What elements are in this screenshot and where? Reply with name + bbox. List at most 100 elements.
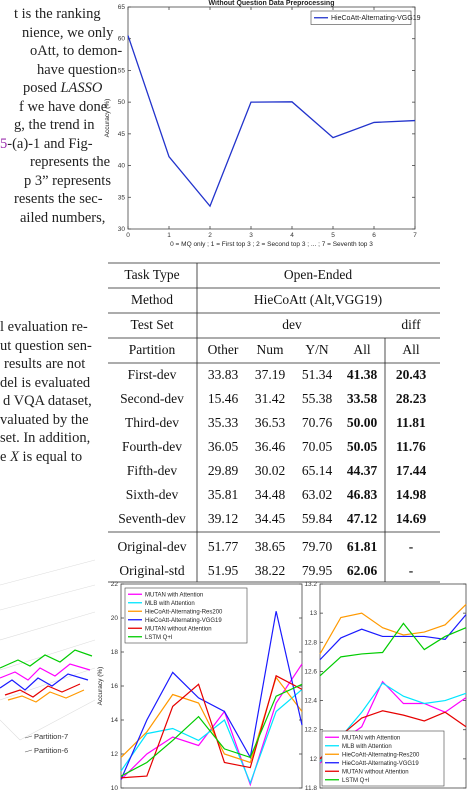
table-cell: 20.43 xyxy=(396,367,427,382)
table-cell: 70.76 xyxy=(302,415,333,430)
table-cell: 70.05 xyxy=(302,439,333,454)
legend-box xyxy=(310,10,412,25)
y-tick-label: 13 xyxy=(310,610,318,617)
link[interactable]: 5 xyxy=(0,136,7,152)
table-cell: 46.83 xyxy=(347,487,378,502)
chart: 11.8 12 12.2 12.4 12.6 12.8 13 13.2 MUTAN with A… xyxy=(304,581,467,792)
text-line: l evaluation re- xyxy=(0,319,88,335)
table-cell: 63.02 xyxy=(302,487,332,502)
x-tick-label: 6 xyxy=(372,232,376,239)
table-header: diff xyxy=(401,317,421,332)
table-cell: 31.42 xyxy=(255,391,285,406)
y-tick-label: 13.2 xyxy=(304,581,317,588)
legend-label: LSTM Q+I xyxy=(145,635,173,641)
table-header: Open-Ended xyxy=(284,267,352,282)
y-axis-label: Accuracy (%) xyxy=(104,99,111,138)
legend-label: HieCoAtt-Alternating-VGG19 xyxy=(342,761,419,767)
table-cell: 37.19 xyxy=(255,367,286,382)
series-line xyxy=(120,683,303,777)
y-tick-label: 30 xyxy=(118,226,126,233)
text-span: -(a)-1 and Fig- xyxy=(7,136,93,152)
y-tick-label: 50 xyxy=(118,99,126,106)
table-cell: 36.46 xyxy=(255,439,286,454)
table-cell: 33.83 xyxy=(208,367,239,382)
legend-label: HieCoAtt-Alternating-VGG19 xyxy=(331,15,421,22)
table-cell: 11.81 xyxy=(396,415,426,430)
legend-box xyxy=(124,587,248,644)
table-cell: 51.95 xyxy=(208,563,239,578)
table-cell: 15.46 xyxy=(208,391,239,406)
table-cell: 36.53 xyxy=(255,415,286,430)
text-line: valuated by the xyxy=(0,412,89,428)
x-axis-label: 0 = MQ only ; 1 = First top 3 ; 2 = Seco… xyxy=(170,241,373,248)
table-cell: 11.76 xyxy=(396,439,426,454)
y-tick-label: 16 xyxy=(111,683,119,690)
table-cell: 65.14 xyxy=(302,463,333,478)
table-cell: Fifth-dev xyxy=(127,463,177,478)
series-line xyxy=(120,676,303,764)
text-line: f we have done xyxy=(19,99,107,115)
table-cell: Sixth-dev xyxy=(126,487,179,502)
table-cell: 17.44 xyxy=(396,463,427,478)
table-cell: 14.98 xyxy=(396,487,427,502)
text-span: is equal to xyxy=(19,449,82,465)
y-tick-label: 12.4 xyxy=(304,698,317,705)
x-tick-label: 0 xyxy=(126,232,130,239)
legend-label: MLB with Attention xyxy=(342,744,392,750)
table-cell: 38.65 xyxy=(255,539,286,554)
table: Task Type Open-Ended Method HieCoAtt (Alt,V… xyxy=(118,267,427,578)
table-header: All xyxy=(353,342,371,357)
text-line: set. In addition, xyxy=(0,430,90,446)
text-line: represents the xyxy=(30,154,110,170)
table-header: HieCoAtt (Alt,VGG19) xyxy=(254,292,382,307)
table-cell: 62.06 xyxy=(347,563,378,578)
y-tick-label: 55 xyxy=(118,67,126,74)
text-line: 5-(a)-1 and Fig- xyxy=(0,136,93,152)
y-tick-label: 40 xyxy=(118,163,126,170)
table-cell: 59.84 xyxy=(302,511,333,526)
text-line: del is evaluated xyxy=(0,375,91,391)
legend-label: LSTM Q+I xyxy=(342,778,370,784)
text-line: ut question sen- xyxy=(0,338,92,354)
series-line xyxy=(127,35,416,208)
axis-label: Partition-7 xyxy=(34,732,68,741)
table-cell: First-dev xyxy=(128,367,177,382)
table-cell: 50.00 xyxy=(347,415,378,430)
table-cell: 47.12 xyxy=(347,511,378,526)
table-cell: Original-std xyxy=(119,563,184,578)
table-header: Other xyxy=(208,342,239,357)
table-cell: 38.22 xyxy=(255,563,285,578)
y-tick-label: 18 xyxy=(111,649,119,656)
text-line: oAtt, to demon- xyxy=(30,43,122,59)
body-text: l evaluation re- ut question sen- result… xyxy=(0,319,92,465)
table-cell: Third-dev xyxy=(125,415,179,430)
table-cell: Second-dev xyxy=(120,391,184,406)
series-line xyxy=(120,674,303,779)
table-cell: 50.05 xyxy=(347,439,378,454)
text-line: have question xyxy=(37,62,118,78)
table-cell: 51.34 xyxy=(302,367,333,382)
table-cell: 51.77 xyxy=(208,539,239,554)
y-tick-label: 12 xyxy=(310,756,318,763)
text-span: posed xyxy=(23,80,60,96)
x-tick-label: 5 xyxy=(331,232,335,239)
table-cell: 34.45 xyxy=(255,511,286,526)
series-line xyxy=(319,603,467,655)
text-line: e X is equal to xyxy=(0,449,82,465)
table-header: Method xyxy=(131,292,173,307)
y-tick-label: 12.2 xyxy=(304,727,317,734)
table-cell: 29.89 xyxy=(208,463,239,478)
y-tick-label: 12.6 xyxy=(304,668,317,675)
table-header: Num xyxy=(257,342,284,357)
table-cell: Seventh-dev xyxy=(118,511,186,526)
y-tick-label: 11.8 xyxy=(305,785,318,792)
table-cell: 79.70 xyxy=(302,539,333,554)
table-header: dev xyxy=(282,317,302,332)
table-header: Partition xyxy=(129,342,176,357)
table-rules xyxy=(108,262,440,583)
legend-label: HieCoAtt-Alternating-Res200 xyxy=(145,609,223,615)
y-tick-label: 60 xyxy=(118,36,126,43)
table-cell: 44.37 xyxy=(347,463,378,478)
table-cell: 34.48 xyxy=(255,487,286,502)
text-line: t is the ranking xyxy=(14,6,101,22)
